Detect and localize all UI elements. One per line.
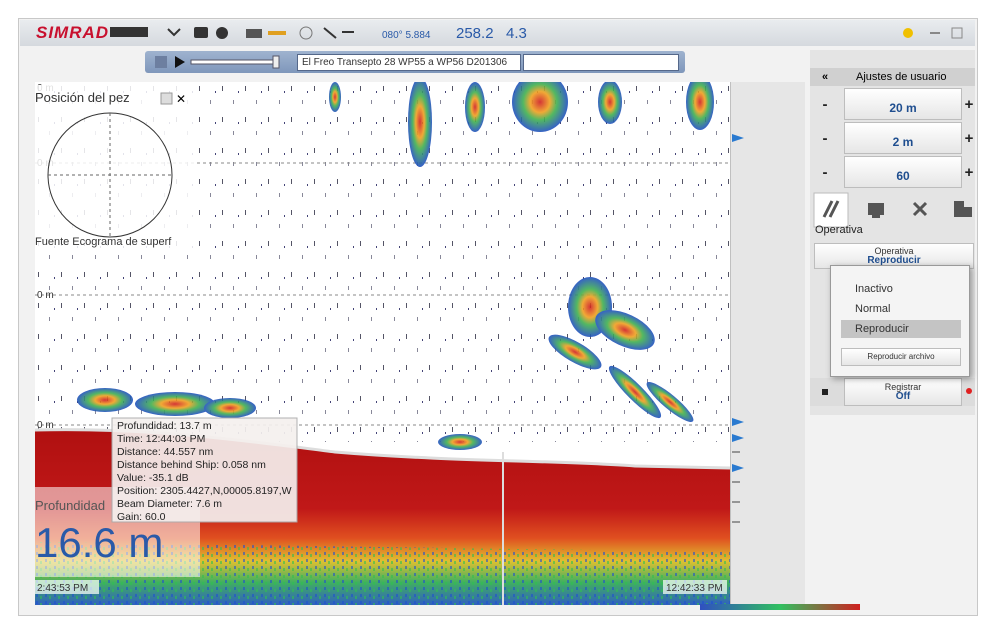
stop-icon [822,389,828,395]
section-label: Operativa [815,224,863,236]
menu-item-selected[interactable]: Reproducir [841,320,961,338]
tooltip-line: Gain: 60.0 [117,511,292,524]
scale-strip [730,82,805,605]
tooltip-line: Value: -35.1 dB [117,472,292,485]
record-button[interactable]: Registrar Off [844,378,962,406]
control-row: - 60 + [810,156,975,188]
depth-value: 258.2 [456,25,494,42]
tooltip-line: Beam Diameter: 7.6 m [117,498,292,511]
depth-label: 0 m [37,420,54,431]
range-button[interactable]: 20 m [844,88,962,120]
speed-value: 4.3 [506,25,527,42]
toolbar: SIMRAD 080° 5.884 258.2 4.3 [20,20,975,46]
logo: SIMRAD [36,23,109,43]
tooltip-line: Distance: 44.557 nm [117,446,292,459]
mode-menu: Inactivo Normal Reproducir Reproducir ar… [830,265,970,377]
control-row: - 2 m + [810,122,975,154]
tooltip-text: Profundidad: 13.7 m Time: 12:44:03 PM Di… [117,420,292,524]
depth-readout-label: Profundidad [35,498,105,513]
progress-box [523,54,679,71]
playback-bar: El Freo Transepto 28 WP55 a WP56 D201306 [145,51,685,73]
record-dot [966,388,972,394]
control-row: - 20 m + [810,88,975,120]
playback-controls[interactable] [155,54,285,70]
panel-title: Ajustes de usuario [856,68,947,86]
plus-button[interactable]: + [956,96,982,113]
plus-button[interactable]: + [956,130,982,147]
plus-button[interactable]: + [956,164,982,181]
gain-button[interactable]: 60 [844,156,962,188]
minus-button[interactable]: - [812,96,838,113]
panel-header: « Ajustes de usuario [810,68,975,86]
play-file-button[interactable]: Reproducir archivo [841,348,961,366]
window-icons [900,25,970,41]
tooltip-line: Profundidad: 13.7 m [117,420,292,433]
minus-button[interactable]: - [812,130,838,147]
fish-window-source: Fuente Ecograma de superf [35,236,172,248]
svg-text:✕: ✕ [176,92,186,106]
fish-window: Posición del pez ✕ Fuente Ecograma de su… [35,85,195,255]
time-label: 2:43:53 PM [37,583,88,594]
tooltip-line: Time: 12:44:03 PM [117,433,292,446]
file-name: El Freo Transepto 28 WP55 a WP56 D201306 [297,54,521,71]
tooltip-line: Distance behind Ship: 0.058 nm [117,459,292,472]
screen: SIMRAD 080° 5.884 258.2 4.3 El Freo Tran… [0,0,987,631]
menu-item[interactable]: Inactivo [841,280,961,298]
heading: 080° 5.884 [382,30,431,41]
record-row: Registrar Off [810,378,975,406]
start-button[interactable]: 2 m [844,122,962,154]
depth-readout-value: 16.6 m [35,519,163,566]
minus-button[interactable]: - [812,164,838,181]
menu-item[interactable]: Normal [841,300,961,318]
back-button[interactable]: « [822,68,828,86]
record-value: Off [845,392,961,402]
fish-window-title: Posición del pez [35,90,130,105]
echogram: 0 m 0 m 0 m 0 m Posición del pez ✕ Fuent… [35,82,730,605]
tooltip-line: Position: 2305.4427,N,00005.8197,W [117,485,292,498]
toolbar-icons [110,24,360,42]
time-label: 12:42:33 PM [666,583,723,594]
depth-label: 0 m [37,290,54,301]
color-scale [700,604,860,612]
